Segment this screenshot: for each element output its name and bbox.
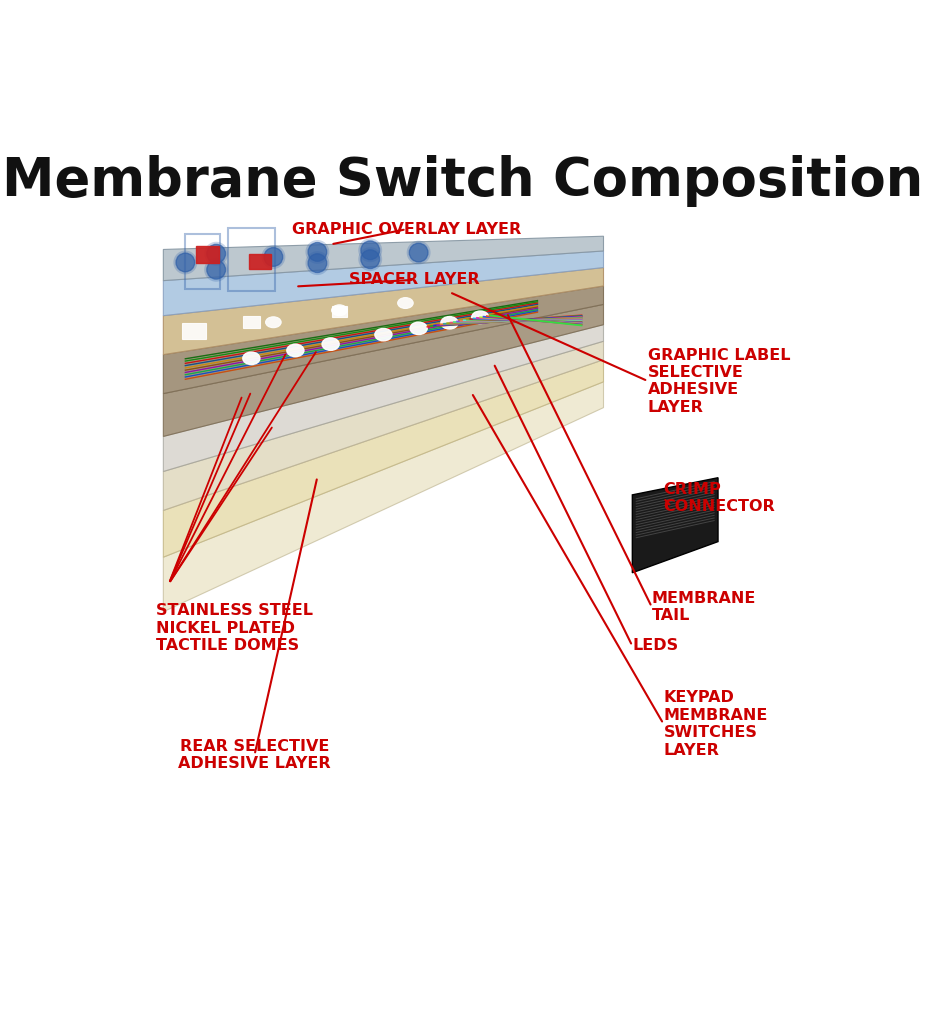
Text: KEYPAD
MEMBRANE
SWITCHES
LAYER: KEYPAD MEMBRANE SWITCHES LAYER <box>663 690 768 758</box>
Polygon shape <box>164 341 603 510</box>
Circle shape <box>207 245 226 263</box>
Polygon shape <box>164 359 603 557</box>
Text: Membrane Switch Composition: Membrane Switch Composition <box>2 156 923 207</box>
Text: SPACER LAYER: SPACER LAYER <box>349 272 479 288</box>
Bar <box>249 254 271 269</box>
Ellipse shape <box>398 298 413 308</box>
Polygon shape <box>164 286 603 393</box>
Polygon shape <box>633 478 718 572</box>
Bar <box>332 306 347 317</box>
Ellipse shape <box>265 316 281 328</box>
Ellipse shape <box>441 316 458 329</box>
Bar <box>196 246 219 263</box>
Ellipse shape <box>332 305 347 315</box>
Ellipse shape <box>472 311 488 324</box>
Circle shape <box>308 254 327 272</box>
Circle shape <box>308 243 327 261</box>
Circle shape <box>176 253 194 271</box>
Ellipse shape <box>287 344 304 356</box>
Text: STAINLESS STEEL
NICKEL PLATED
TACTILE DOMES: STAINLESS STEEL NICKEL PLATED TACTILE DO… <box>155 603 313 653</box>
Ellipse shape <box>322 338 339 350</box>
Text: MEMBRANE
TAIL: MEMBRANE TAIL <box>652 591 756 624</box>
Polygon shape <box>164 325 603 471</box>
Polygon shape <box>164 267 603 354</box>
Circle shape <box>361 250 379 268</box>
Text: GRAPHIC LABEL
SELECTIVE
ADHESIVE
LAYER: GRAPHIC LABEL SELECTIVE ADHESIVE LAYER <box>648 347 790 415</box>
Polygon shape <box>164 237 603 281</box>
Circle shape <box>264 248 283 266</box>
Polygon shape <box>164 304 603 436</box>
Bar <box>185 234 220 289</box>
Polygon shape <box>164 251 603 315</box>
Bar <box>228 228 275 291</box>
Text: GRAPHIC OVERLAY LAYER: GRAPHIC OVERLAY LAYER <box>291 222 521 237</box>
Circle shape <box>207 260 226 280</box>
Text: CRIMP
CONNECTOR: CRIMP CONNECTOR <box>663 481 775 514</box>
Polygon shape <box>164 382 603 611</box>
Bar <box>182 324 206 339</box>
Ellipse shape <box>410 323 427 335</box>
Text: LEDS: LEDS <box>633 639 678 653</box>
Bar <box>242 315 260 328</box>
Ellipse shape <box>242 352 260 365</box>
Text: REAR SELECTIVE
ADHESIVE LAYER: REAR SELECTIVE ADHESIVE LAYER <box>179 739 331 771</box>
Circle shape <box>409 244 428 262</box>
Circle shape <box>361 241 379 260</box>
Ellipse shape <box>375 329 392 341</box>
